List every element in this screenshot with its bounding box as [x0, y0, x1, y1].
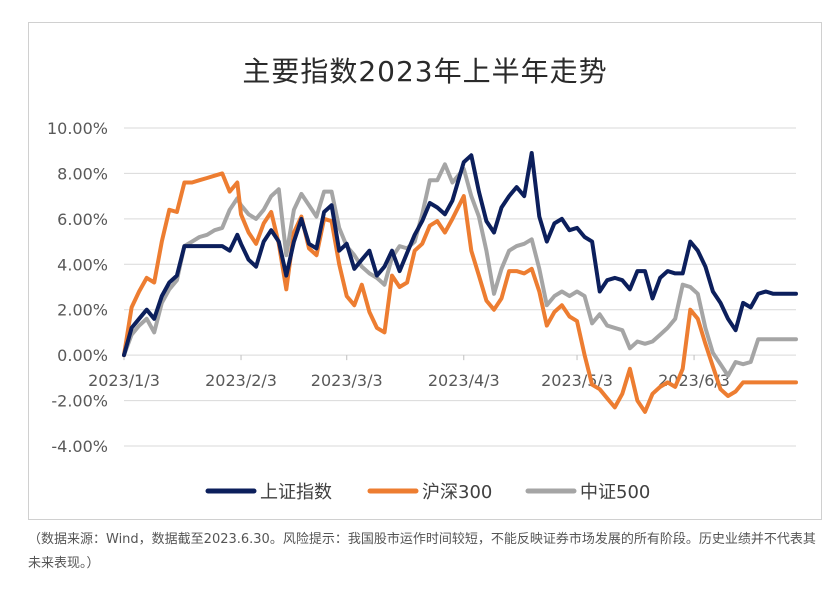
legend-label: 上证指数: [260, 482, 332, 503]
x-tick-label: 2023/2/3: [205, 371, 277, 390]
y-tick-label: 2.00%: [57, 301, 108, 320]
y-tick-label: -4.00%: [51, 437, 108, 456]
source-note: （数据来源：Wind，数据截至2023.6.30。风险提示：我国股市运作时间较短…: [28, 532, 816, 571]
x-tick-label: 2023/4/3: [428, 371, 500, 390]
x-tick-label: 2023/1/3: [88, 371, 160, 390]
series-line-1: [122, 151, 798, 358]
series-line-2: [122, 171, 798, 414]
y-tick-label: 4.00%: [57, 255, 108, 274]
legend: 上证指数 沪深300 中证500: [205, 482, 650, 503]
y-tick-label: 8.00%: [57, 164, 108, 183]
legend-label: 沪深300: [422, 482, 492, 503]
legend-label: 中证500: [580, 482, 650, 503]
x-tick-label: 2023/3/3: [311, 371, 383, 390]
y-tick-label: 6.00%: [57, 210, 108, 229]
y-tick-label: 0.00%: [57, 346, 108, 365]
y-tick-label: 10.00%: [47, 119, 108, 138]
x-tick-label: 2023/5/3: [541, 371, 613, 390]
y-tick-label: -2.00%: [51, 392, 108, 411]
x-axis-ticks: 2023/1/3 2023/2/3 2023/3/3 2023/4/3 2023/5/3…: [88, 355, 730, 390]
chart-frame: [28, 22, 822, 520]
series-line-3: [122, 162, 798, 378]
chart-title: 主要指数2023年上半年走势: [242, 55, 608, 88]
y-axis-ticks: 10.00% 8.00% 6.00% 4.00% 2.00% 0.00% -2.00% -4.…: [47, 119, 108, 456]
series-lines: [122, 151, 798, 414]
